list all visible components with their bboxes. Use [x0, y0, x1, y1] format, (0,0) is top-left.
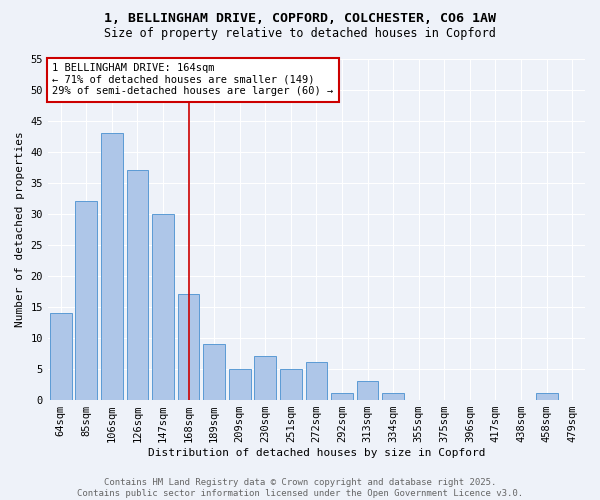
Bar [178, 294, 199, 400]
Text: 1 BELLINGHAM DRIVE: 164sqm
← 71% of detached houses are smaller (149)
29% of sem: 1 BELLINGHAM DRIVE: 164sqm ← 71% of deta… [52, 63, 334, 96]
Bar [50, 313, 71, 400]
Bar [382, 394, 404, 400]
Bar [280, 368, 302, 400]
Bar [254, 356, 276, 400]
Bar [203, 344, 225, 400]
Bar [76, 202, 97, 400]
Bar [536, 394, 557, 400]
Bar [331, 394, 353, 400]
Text: 1, BELLINGHAM DRIVE, COPFORD, COLCHESTER, CO6 1AW: 1, BELLINGHAM DRIVE, COPFORD, COLCHESTER… [104, 12, 496, 26]
Bar [357, 381, 379, 400]
Text: Contains HM Land Registry data © Crown copyright and database right 2025.
Contai: Contains HM Land Registry data © Crown c… [77, 478, 523, 498]
Y-axis label: Number of detached properties: Number of detached properties [15, 132, 25, 327]
Bar [101, 134, 123, 400]
Bar [305, 362, 328, 400]
X-axis label: Distribution of detached houses by size in Copford: Distribution of detached houses by size … [148, 448, 485, 458]
Bar [127, 170, 148, 400]
Bar [229, 368, 251, 400]
Bar [152, 214, 174, 400]
Text: Size of property relative to detached houses in Copford: Size of property relative to detached ho… [104, 28, 496, 40]
